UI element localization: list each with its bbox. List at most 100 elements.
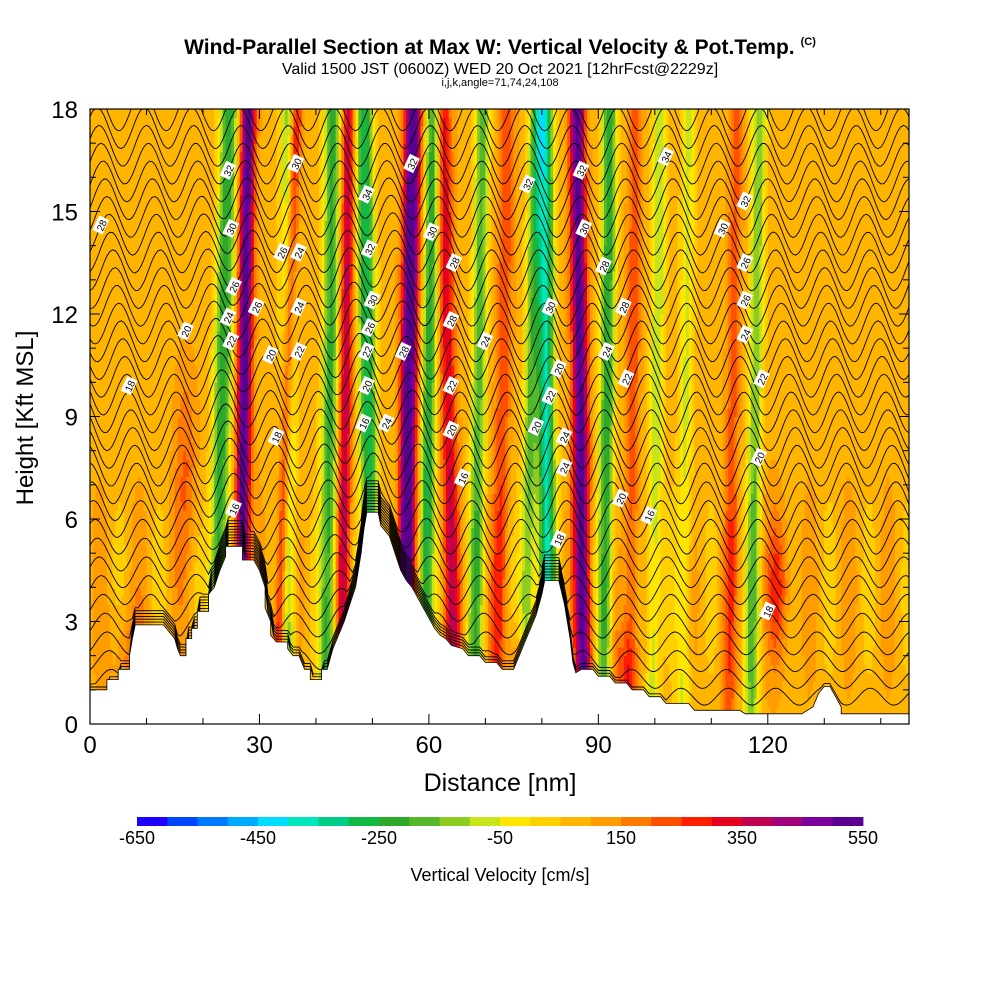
field-cell xyxy=(154,331,159,341)
field-cell xyxy=(157,202,162,213)
field-cell xyxy=(200,450,204,460)
field-cell xyxy=(104,655,108,665)
field-cell xyxy=(115,228,119,238)
field-cell xyxy=(101,647,105,657)
field-cell xyxy=(174,117,179,127)
field-cell xyxy=(188,612,193,623)
field-cell xyxy=(92,621,97,631)
field-cell xyxy=(180,356,184,366)
field-cell xyxy=(92,305,97,315)
field-cell xyxy=(197,296,201,307)
field-cell xyxy=(194,484,198,494)
field-cell xyxy=(177,390,181,401)
field-cell xyxy=(186,416,190,426)
field-cell xyxy=(118,416,122,426)
field-cell xyxy=(121,254,125,264)
field-cell xyxy=(98,655,102,665)
field-cell xyxy=(186,399,190,409)
field-cell xyxy=(135,604,139,614)
field-cell xyxy=(101,399,105,409)
field-cell xyxy=(180,314,184,324)
field-cell xyxy=(163,365,167,375)
field-cell xyxy=(169,109,173,119)
field-cell xyxy=(149,595,153,606)
field-cell xyxy=(90,322,94,332)
field-cell xyxy=(132,536,136,546)
field-cell xyxy=(152,373,156,383)
field-cell xyxy=(146,442,150,452)
field-cell xyxy=(154,365,159,375)
field-cell xyxy=(98,237,102,247)
field-cell xyxy=(90,348,94,358)
field-cell xyxy=(129,570,133,580)
field-cell xyxy=(180,143,184,153)
field-cell xyxy=(129,612,133,623)
field-cell xyxy=(95,561,100,571)
field-cell xyxy=(180,595,184,606)
field-cell xyxy=(157,228,162,238)
field-cell xyxy=(166,339,170,349)
field-cell xyxy=(177,519,181,529)
field-cell xyxy=(115,126,119,136)
field-cell xyxy=(112,510,117,520)
field-cell xyxy=(112,228,117,238)
field-cell xyxy=(118,630,122,640)
field-cell xyxy=(129,314,133,324)
field-cell xyxy=(157,433,162,443)
field-cell xyxy=(123,587,128,597)
chart-subtitle-indices: i,j,k,angle=71,74,24,108 xyxy=(0,77,1000,89)
field-cell xyxy=(163,587,167,597)
field-cell xyxy=(101,202,105,213)
field-cell xyxy=(104,621,108,631)
field-cell xyxy=(90,211,94,221)
field-cell xyxy=(154,305,159,315)
field-cell xyxy=(194,177,198,187)
field-cell xyxy=(163,194,167,204)
field-cell xyxy=(202,450,207,460)
field-cell xyxy=(166,314,170,324)
field-cell xyxy=(126,202,131,213)
field-cell xyxy=(166,484,170,494)
field-cell xyxy=(183,450,187,460)
field-cell xyxy=(98,493,102,503)
field-cell xyxy=(140,185,145,196)
field-cell xyxy=(183,476,187,486)
field-cell xyxy=(123,595,128,606)
field-cell xyxy=(160,254,165,264)
field-cell xyxy=(98,407,102,418)
field-cell xyxy=(146,228,150,238)
field-cell xyxy=(166,604,170,614)
field-cell xyxy=(197,501,201,512)
field-cell xyxy=(101,527,105,537)
field-cell xyxy=(157,177,162,187)
field-cell xyxy=(197,587,201,597)
field-cell xyxy=(123,399,128,409)
field-cell xyxy=(90,561,94,571)
field-cell xyxy=(123,459,128,469)
field-cell xyxy=(135,390,139,401)
chart-title: Wind-Parallel Section at Max W: Vertical… xyxy=(0,36,1000,60)
field-cell xyxy=(149,339,153,349)
field-cell xyxy=(166,382,170,392)
field-cell xyxy=(174,185,179,196)
field-cell xyxy=(115,510,119,520)
field-cell xyxy=(112,450,117,460)
field-cell xyxy=(101,177,105,187)
field-cell xyxy=(177,561,181,571)
field-cell xyxy=(109,262,114,272)
field-cell xyxy=(112,305,117,315)
field-cell xyxy=(169,570,173,580)
field-cell xyxy=(154,339,159,349)
field-cell xyxy=(90,604,94,614)
field-cell xyxy=(163,245,167,255)
field-cell xyxy=(191,493,196,503)
field-cell xyxy=(98,356,102,366)
field-cell xyxy=(132,254,136,264)
field-cell xyxy=(129,578,133,588)
field-cell xyxy=(171,553,176,563)
field-cell xyxy=(106,211,111,221)
field-cell xyxy=(126,621,131,631)
field-cell xyxy=(138,604,142,614)
field-cell xyxy=(143,544,148,554)
field-cell xyxy=(146,476,150,486)
